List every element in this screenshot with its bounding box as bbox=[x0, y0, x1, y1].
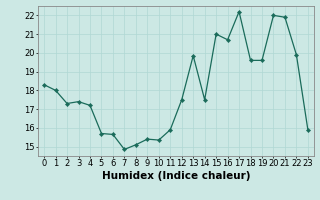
X-axis label: Humidex (Indice chaleur): Humidex (Indice chaleur) bbox=[102, 171, 250, 181]
